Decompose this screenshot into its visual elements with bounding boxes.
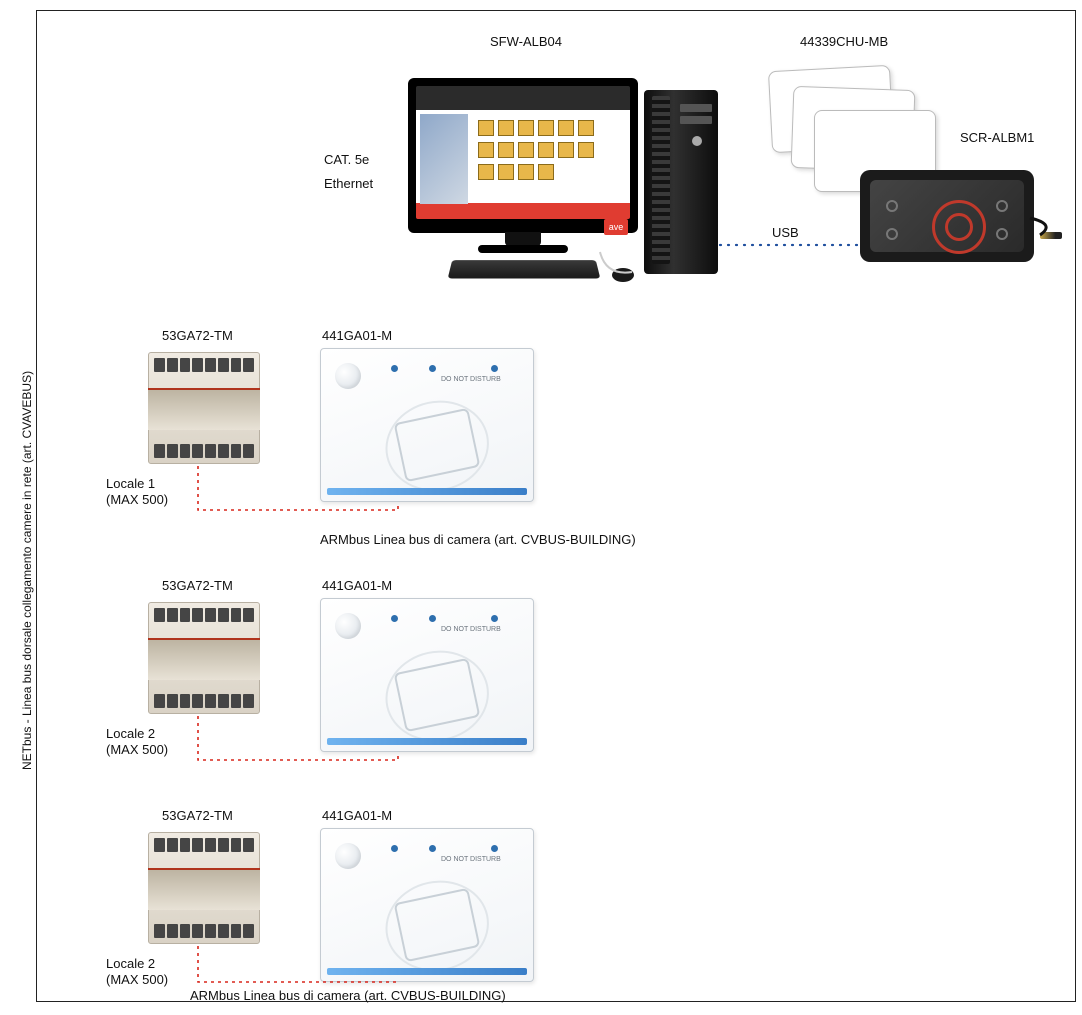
screen-tile [538,120,554,136]
screen-tile [518,142,534,158]
panel-label: 441GA01-M [322,578,392,593]
screen-tile [518,120,534,136]
moon-icon [335,613,361,639]
din-label: 53GA72-TM [162,578,233,593]
screen-tile [498,142,514,158]
monitor-base [478,245,568,253]
reader-led [996,228,1008,240]
panel-edge-light [327,738,527,745]
panel-edge-light [327,488,527,495]
monitor-stand [505,232,541,246]
dnd-text: DO NOT DISTURB [441,376,501,383]
din-module [148,832,260,944]
reader-plate [870,180,1024,252]
rfid-icon [932,200,986,254]
screen-tile [558,142,574,158]
screen-tile [478,120,494,136]
screen-tile [498,164,514,180]
din-module [148,352,260,464]
screen-tile [478,164,494,180]
picto-person-icon [391,615,398,622]
ave-logo: ave [604,219,628,235]
picto-dnd-icon [429,365,436,372]
tower-power-button [692,136,702,146]
eth-label-2: Ethernet [324,176,373,191]
picto-key-icon [491,615,498,622]
panel-label: 441GA01-M [322,328,392,343]
screen-photo [420,114,468,204]
picto-dnd-icon [429,845,436,852]
dnd-text: DO NOT DISTURB [441,856,501,863]
dnd-text: DO NOT DISTURB [441,626,501,633]
audio-jack-icon [1040,232,1062,239]
wall-card-reader: DO NOT DISTURB [320,348,534,502]
reader-led [886,228,898,240]
din-label: 53GA72-TM [162,808,233,823]
screen-tile [578,120,594,136]
screen-tile [578,142,594,158]
picto-dnd-icon [429,615,436,622]
card-slot-icon [394,888,481,962]
tower-bay [680,104,712,112]
screen-tile [518,164,534,180]
screen-tile [478,142,494,158]
reader-led [996,200,1008,212]
panel-label: 441GA01-M [322,808,392,823]
reader-label: SCR-ALBM1 [960,130,1034,145]
screen-tile [538,142,554,158]
screen-tile [498,120,514,136]
locale-label-line2: (MAX 500) [106,972,168,987]
moon-icon [335,363,361,389]
wall-card-reader: DO NOT DISTURB [320,598,534,752]
monitor: ave [408,78,638,233]
picto-key-icon [491,365,498,372]
locale-label-line2: (MAX 500) [106,492,168,507]
reader-led [886,200,898,212]
card-slot-icon [394,408,481,482]
armbus-label: ARMbus Linea bus di camera (art. CVBUS-B… [190,988,506,1003]
cards-label: 44339CHU-MB [800,34,888,49]
picto-person-icon [391,365,398,372]
locale-label-line2: (MAX 500) [106,742,168,757]
card-slot-icon [394,658,481,732]
usb-card-reader [860,170,1034,262]
wall-card-reader: DO NOT DISTURB [320,828,534,982]
keyboard [448,260,601,278]
moon-icon [335,843,361,869]
tower-bay [680,116,712,124]
armbus-label: ARMbus Linea bus di camera (art. CVBUS-B… [320,532,636,547]
monitor-screen [416,86,630,219]
netbus-vertical-label: NETbus - Linea bus dorsale collegamento … [20,371,34,770]
panel-edge-light [327,968,527,975]
locale-label-line1: Locale 2 [106,726,155,741]
mouse [612,268,634,282]
picto-person-icon [391,845,398,852]
pc-tower [644,90,718,274]
locale-label-line1: Locale 1 [106,476,155,491]
din-module [148,602,260,714]
screen-tile [558,120,574,136]
eth-label-1: CAT. 5e [324,152,369,167]
screen-tile [538,164,554,180]
picto-key-icon [491,845,498,852]
locale-label-line1: Locale 2 [106,956,155,971]
usb-label: USB [772,225,799,240]
din-label: 53GA72-TM [162,328,233,343]
pc-label: SFW-ALB04 [490,34,562,49]
